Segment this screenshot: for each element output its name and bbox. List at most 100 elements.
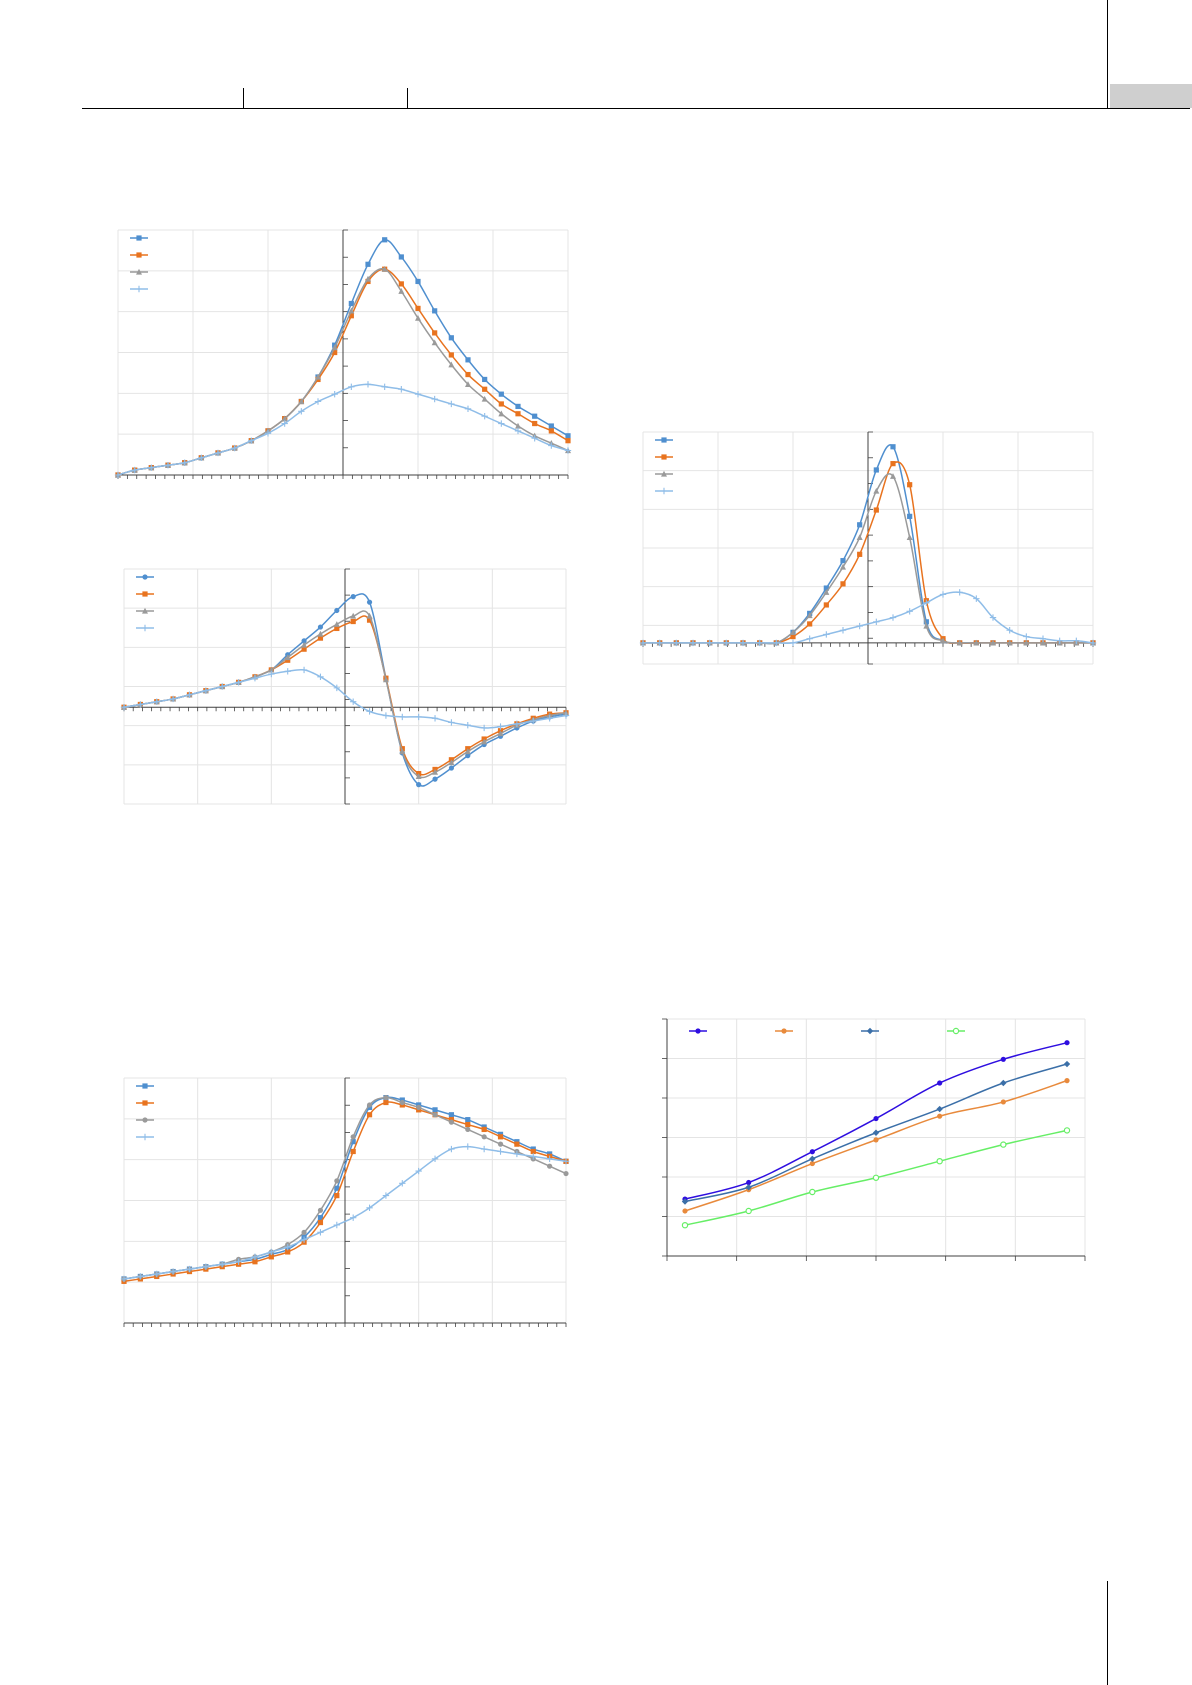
data-point: [907, 482, 913, 488]
data-point: [530, 1148, 536, 1155]
data-point: [923, 622, 930, 629]
legend-marker: [142, 574, 148, 580]
data-point: [497, 1148, 504, 1155]
data-point: [809, 1160, 815, 1167]
data-point: [1063, 1060, 1071, 1068]
data-point: [432, 1112, 438, 1118]
series-line: [643, 591, 1094, 644]
data-point: [513, 1150, 521, 1158]
data-point: [431, 715, 439, 722]
data-point: [301, 1229, 307, 1235]
data-point: [515, 411, 521, 417]
header-right-rule: [1107, 0, 1108, 108]
data-point: [137, 701, 144, 708]
data-point: [465, 381, 471, 387]
data-point: [399, 1180, 406, 1187]
legend-marker: [695, 1028, 701, 1034]
data-point: [1023, 639, 1030, 646]
data-point: [1089, 639, 1097, 647]
data-point: [148, 464, 155, 471]
data-point: [956, 639, 963, 646]
data-point: [872, 1129, 880, 1136]
data-point: [169, 1268, 177, 1275]
chart-trend: [662, 1018, 1086, 1261]
data-point: [284, 1243, 291, 1251]
data-point: [906, 608, 913, 615]
data-point: [366, 1204, 373, 1212]
data-point: [532, 413, 538, 419]
data-point: [350, 612, 357, 619]
data-point: [907, 513, 913, 519]
data-point: [1000, 1056, 1006, 1062]
data-point: [431, 395, 438, 403]
data-point: [1073, 637, 1080, 644]
data-point: [656, 639, 663, 647]
chart-axes: [117, 229, 569, 479]
data-point: [464, 722, 471, 729]
data-point: [856, 534, 863, 541]
chart-rising-response: [120, 1077, 570, 1327]
data-point: [562, 1158, 570, 1165]
chart-legend: [136, 1083, 154, 1141]
data-point: [366, 708, 373, 715]
data-point: [381, 266, 388, 272]
data-point: [268, 1254, 274, 1260]
data-point: [268, 666, 275, 673]
data-point: [873, 467, 879, 473]
legend-marker: [952, 1027, 960, 1035]
legend-marker: [136, 252, 142, 258]
data-point: [480, 724, 488, 732]
data-point: [415, 278, 421, 285]
data-point: [268, 670, 275, 678]
data-point: [790, 633, 796, 640]
data-point: [873, 487, 880, 494]
data-point: [1006, 627, 1013, 634]
data-point: [746, 1179, 752, 1186]
data-point: [939, 591, 947, 598]
series-4: [639, 589, 1097, 647]
data-point: [317, 673, 324, 681]
legend-marker: [781, 1028, 787, 1034]
data-point: [432, 776, 438, 782]
data-point: [1000, 1079, 1007, 1087]
data-point: [464, 1143, 471, 1150]
data-point: [482, 386, 488, 392]
data-point: [348, 307, 355, 314]
series-line: [123, 1145, 567, 1280]
data-point: [515, 422, 521, 429]
header-divider-1: [243, 88, 244, 108]
data-point: [366, 617, 373, 623]
data-point: [564, 447, 572, 454]
data-point: [281, 415, 288, 422]
data-point: [481, 1134, 487, 1140]
chart-legend: [136, 574, 154, 632]
data-point: [181, 459, 188, 466]
data-point: [186, 1265, 193, 1273]
data-point: [532, 420, 538, 427]
chart-axes: [123, 568, 567, 805]
data-point: [565, 438, 571, 444]
legend-marker: [661, 437, 667, 443]
data-point: [498, 420, 505, 427]
data-point: [114, 471, 122, 479]
data-point: [1006, 639, 1013, 646]
data-point: [465, 1117, 471, 1123]
data-point: [366, 1112, 373, 1118]
data-point: [497, 1141, 504, 1147]
data-point: [317, 1207, 324, 1213]
chart-axes: [662, 1018, 1086, 1261]
data-point: [252, 1259, 258, 1265]
data-point: [198, 454, 205, 462]
data-point: [317, 635, 324, 641]
data-point: [448, 1112, 455, 1118]
data-point: [300, 666, 308, 674]
data-point: [331, 344, 338, 351]
data-point: [416, 782, 422, 788]
legend-marker: [142, 591, 148, 597]
data-point: [1064, 1078, 1070, 1084]
data-point: [481, 395, 488, 402]
data-point: [856, 622, 863, 630]
data-point: [398, 386, 405, 393]
data-point: [773, 639, 780, 647]
data-point: [381, 383, 388, 390]
